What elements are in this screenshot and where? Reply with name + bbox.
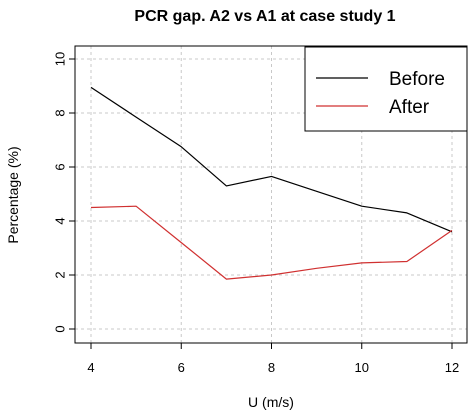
chart-title: PCR gap. A2 vs A1 at case study 1 xyxy=(134,8,395,25)
y-tick-label: 6 xyxy=(53,163,68,170)
x-tick-label: 6 xyxy=(178,360,185,375)
x-axis-label: U (m/s) xyxy=(248,394,294,410)
series-layer xyxy=(90,86,453,280)
y-tick-label: 8 xyxy=(53,109,68,116)
y-tick-label: 10 xyxy=(53,52,68,66)
x-tick-label: 10 xyxy=(355,360,369,375)
y-tick-label: 4 xyxy=(53,217,68,224)
series-line-before xyxy=(90,86,453,233)
y-axis: 0 2 4 6 8 10 xyxy=(53,52,76,333)
legend-label-after: After xyxy=(389,97,430,118)
x-tick-label: 4 xyxy=(87,360,94,375)
x-axis: 4 6 8 10 12 xyxy=(87,342,459,375)
x-tick-label: 12 xyxy=(445,360,459,375)
y-axis-label: Percentage (%) xyxy=(5,146,21,243)
legend-label-before: Before xyxy=(389,69,445,90)
legend: Before After xyxy=(304,46,468,132)
y-tick-label: 0 xyxy=(53,325,68,332)
y-tick-label: 2 xyxy=(53,271,68,278)
series-line-after xyxy=(90,205,453,280)
x-tick-label: 8 xyxy=(268,360,275,375)
legend-box xyxy=(304,46,468,132)
